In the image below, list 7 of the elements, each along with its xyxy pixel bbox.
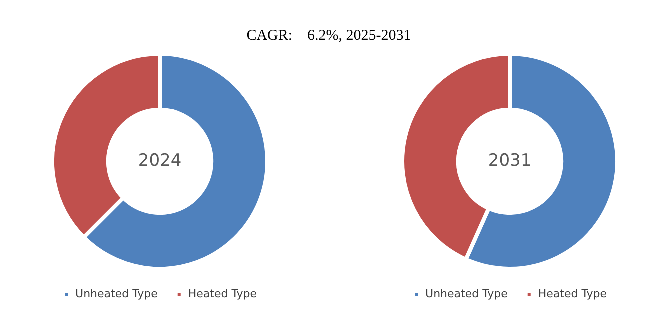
legend-label: Unheated Type	[426, 287, 508, 300]
text: 2024	[138, 150, 182, 171]
text: 2031	[488, 150, 532, 171]
legend-label: Heated Type	[538, 287, 608, 300]
legend-label: Unheated Type	[76, 287, 158, 300]
text: CAGR: 6.2%, 2025-2031	[246, 28, 412, 45]
legend-label: Heated Type	[188, 287, 258, 300]
